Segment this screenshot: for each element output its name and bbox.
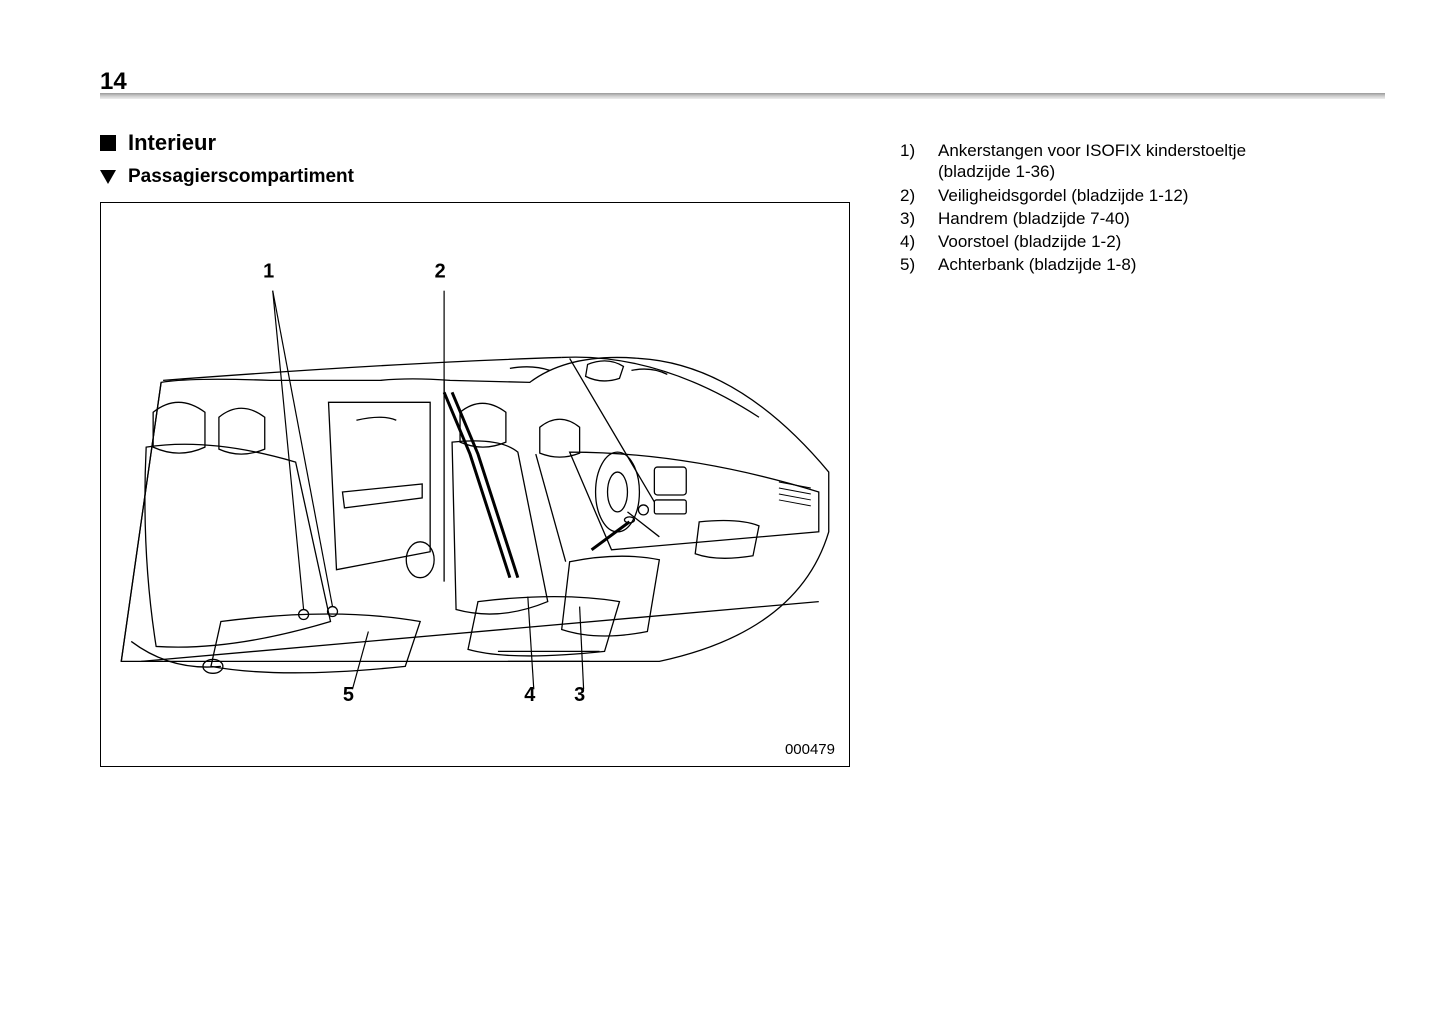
legend-item: 3) Handrem (bladzijde 7-40) [900,208,1385,229]
legend-item: 1) Ankerstangen voor ISOFIX kinderstoeltj… [900,140,1385,183]
legend-text: Ankerstangen voor ISOFIX kinderstoeltje(… [938,140,1246,183]
section-title: Interieur [128,130,216,156]
legend-text: Handrem (bladzijde 7-40) [938,208,1130,229]
subsection-heading: Passagierscompartiment [100,166,870,188]
legend-text: Voorstoel (bladzijde 1-2) [938,231,1121,252]
page-number: 14 [100,68,127,96]
legend-item: 2) Veiligheidsgordel (bladzijde 1-12) [900,185,1385,206]
callout-number: 4 [524,684,535,706]
right-column: 1) Ankerstangen voor ISOFIX kinderstoeltj… [900,130,1385,767]
figure-id: 000479 [785,741,835,758]
content-row: Interieur Passagierscompartiment [100,130,1385,767]
section-heading: Interieur [100,130,870,156]
legend-number: 4) [900,231,920,252]
legend-item: 5) Achterbank (bladzijde 1-8) [900,254,1385,275]
legend-list: 1) Ankerstangen voor ISOFIX kinderstoeltj… [900,140,1385,276]
diagram-frame: 1 2 5 4 3 000479 [100,202,850,767]
legend-number: 2) [900,185,920,206]
legend-number: 5) [900,254,920,275]
legend-number: 1) [900,140,920,183]
legend-number: 3) [900,208,920,229]
subsection-title: Passagierscompartiment [128,166,354,188]
legend-text: Achterbank (bladzijde 1-8) [938,254,1136,275]
callout-number: 3 [574,684,585,706]
legend-text: Veiligheidsgordel (bladzijde 1-12) [938,185,1188,206]
callout-number: 1 [263,261,274,283]
callout-number: 5 [343,684,354,706]
interior-diagram: 1 2 5 4 3 [101,203,849,766]
callout-number: 2 [435,261,446,283]
manual-page: 14 Interieur Passagierscompartiment [0,0,1445,1026]
triangle-bullet-icon [100,170,116,184]
callout-labels: 1 2 5 4 3 [263,261,585,706]
header-rule [100,93,1385,99]
left-column: Interieur Passagierscompartiment [100,130,870,767]
legend-item: 4) Voorstoel (bladzijde 1-2) [900,231,1385,252]
leader-lines [273,291,584,690]
square-bullet-icon [100,135,116,151]
